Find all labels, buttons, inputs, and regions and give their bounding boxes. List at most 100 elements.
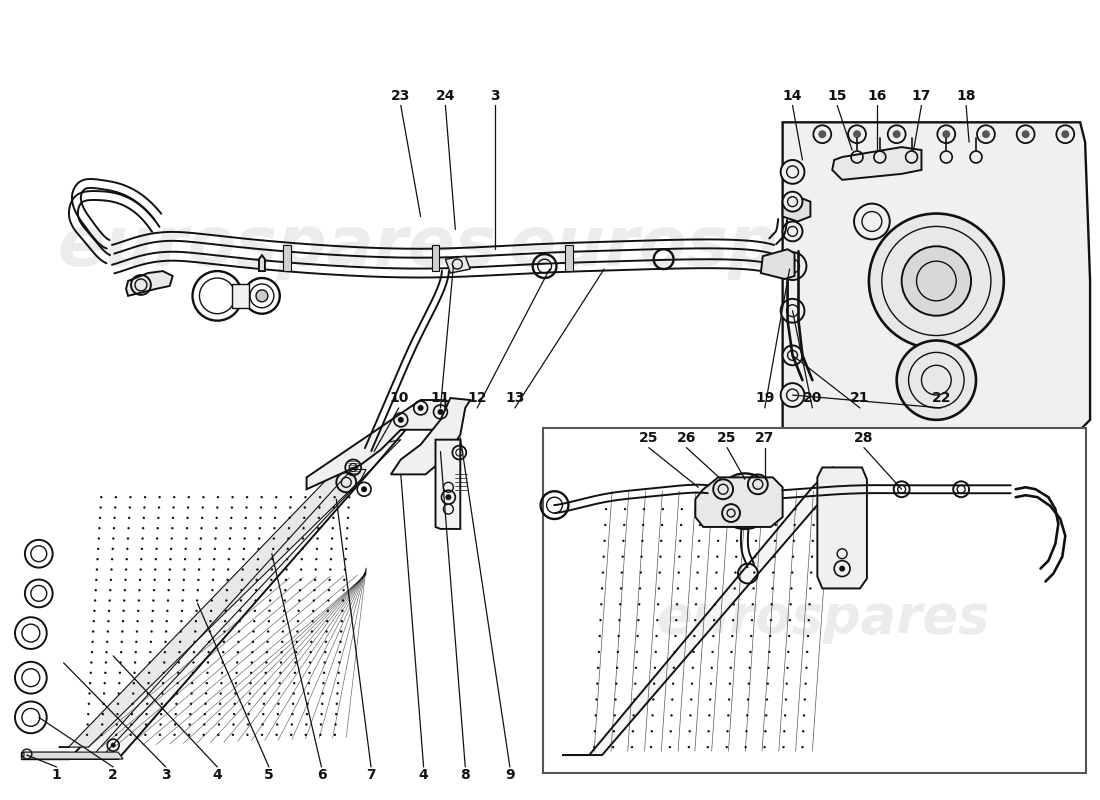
Circle shape [604,524,606,526]
Circle shape [805,666,807,669]
Circle shape [239,620,241,622]
Circle shape [309,651,312,654]
Circle shape [204,713,206,715]
Circle shape [302,517,306,519]
Circle shape [751,603,754,606]
Circle shape [810,587,812,590]
Circle shape [339,651,341,654]
Circle shape [162,682,164,684]
Circle shape [176,682,179,684]
Circle shape [255,578,257,581]
Text: 26: 26 [676,430,696,445]
Circle shape [138,599,140,602]
Circle shape [641,540,644,542]
Circle shape [164,651,166,654]
Circle shape [321,702,323,705]
Circle shape [750,635,752,638]
Circle shape [689,730,691,733]
Circle shape [675,603,679,606]
Circle shape [268,610,271,612]
Circle shape [273,527,276,530]
Circle shape [275,734,278,736]
Circle shape [614,698,617,701]
Polygon shape [695,478,782,527]
Polygon shape [817,467,867,589]
Circle shape [221,662,223,664]
Circle shape [598,635,601,638]
Circle shape [285,568,288,570]
Circle shape [89,672,92,674]
Circle shape [700,508,702,510]
Circle shape [282,630,284,633]
Circle shape [158,734,161,736]
Circle shape [642,524,645,526]
Circle shape [637,619,639,622]
Circle shape [624,508,626,510]
Circle shape [91,641,94,643]
Circle shape [736,540,738,542]
Circle shape [695,587,698,590]
Circle shape [781,383,804,407]
Text: 25: 25 [639,430,659,445]
Circle shape [642,508,645,510]
Circle shape [98,538,100,540]
Circle shape [185,538,187,540]
Circle shape [595,714,597,717]
Circle shape [209,620,211,622]
Circle shape [337,682,339,684]
Circle shape [289,506,292,509]
Circle shape [293,682,296,684]
Circle shape [749,650,751,653]
Circle shape [619,603,622,606]
Circle shape [97,558,99,560]
Circle shape [230,527,232,530]
Circle shape [155,558,157,560]
Circle shape [726,746,728,748]
Circle shape [248,713,250,715]
Circle shape [323,672,326,674]
Circle shape [151,620,153,622]
Circle shape [305,734,307,736]
Circle shape [735,571,737,574]
Circle shape [650,746,652,748]
Text: 25: 25 [717,430,737,445]
Circle shape [205,692,208,694]
Circle shape [111,548,114,550]
Text: eurospares: eurospares [656,592,989,644]
Circle shape [178,651,180,654]
Circle shape [190,702,192,705]
Circle shape [623,540,625,542]
Circle shape [695,603,697,606]
Circle shape [236,651,239,654]
Circle shape [173,506,175,509]
Circle shape [262,713,264,715]
Circle shape [807,619,810,622]
Circle shape [631,730,634,733]
Circle shape [333,496,336,498]
Circle shape [232,723,234,726]
Circle shape [285,578,287,581]
Text: eurospar: eurospar [508,213,859,280]
Circle shape [175,702,177,705]
Circle shape [206,682,208,684]
Circle shape [271,568,273,570]
Circle shape [711,666,713,669]
Circle shape [603,540,606,542]
Circle shape [194,630,197,633]
Circle shape [89,682,91,684]
Polygon shape [24,430,406,759]
Circle shape [196,599,198,602]
Circle shape [296,641,298,643]
Circle shape [289,496,293,498]
Circle shape [600,619,602,622]
Circle shape [623,524,626,526]
Circle shape [343,568,346,570]
Circle shape [754,555,757,558]
Circle shape [839,566,845,571]
Circle shape [251,651,254,654]
Text: 23: 23 [392,89,410,102]
Text: 7: 7 [366,768,376,782]
Circle shape [226,599,228,602]
Circle shape [235,672,238,674]
Circle shape [812,540,814,542]
